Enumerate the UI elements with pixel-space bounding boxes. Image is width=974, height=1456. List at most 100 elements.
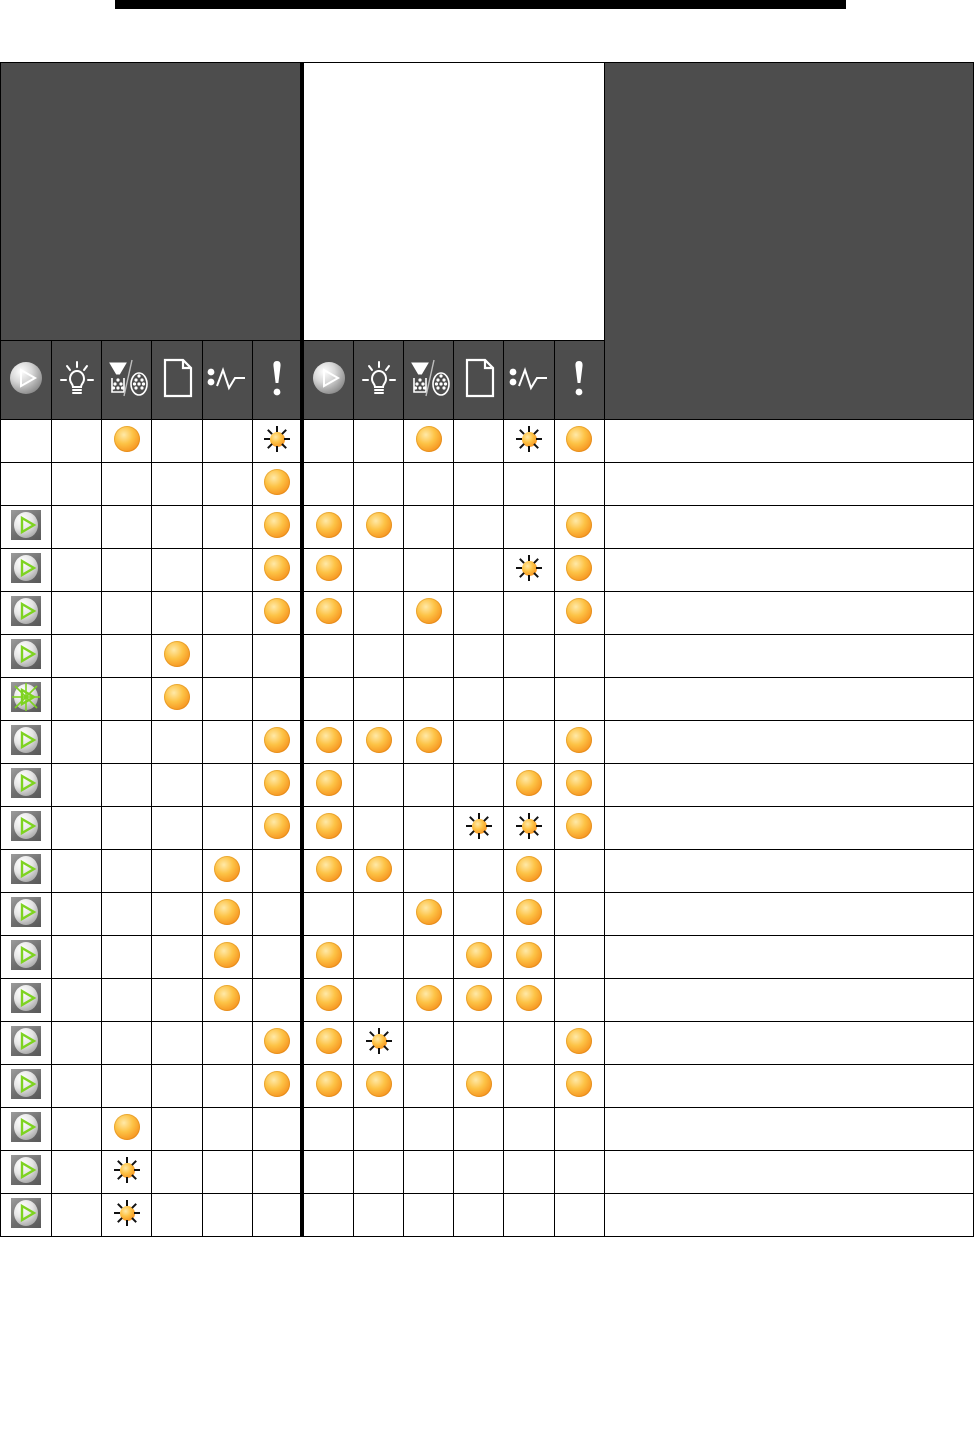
cell-row-19-left-sampling[interactable] xyxy=(101,1193,153,1237)
burst-dot-marker[interactable] xyxy=(466,812,492,839)
cell-row-18-left-sampling[interactable] xyxy=(101,1150,153,1194)
filled-dot-marker[interactable] xyxy=(566,1070,593,1097)
cell-row-3-left-alert[interactable] xyxy=(251,505,305,549)
cell-row-4-notes[interactable] xyxy=(603,548,974,592)
cell-row-15-right-idea[interactable] xyxy=(353,1021,405,1065)
cell-row-14-right-run[interactable] xyxy=(300,978,355,1022)
filled-dot-marker[interactable] xyxy=(214,855,241,882)
filled-dot-marker[interactable] xyxy=(566,554,593,581)
play-button-marker[interactable] xyxy=(11,939,42,970)
cell-row-8-left-alert[interactable] xyxy=(251,720,305,764)
burst-dot-marker[interactable] xyxy=(114,1156,140,1183)
cell-row-16-left-alert[interactable] xyxy=(251,1064,305,1108)
cell-row-8-right-alert[interactable] xyxy=(553,720,605,764)
col-header-right-idea[interactable] xyxy=(353,340,405,420)
cell-row-2-notes[interactable] xyxy=(603,462,974,506)
cell-row-1-notes[interactable] xyxy=(603,419,974,463)
cell-row-14-right-document[interactable] xyxy=(453,978,505,1022)
filled-dot-marker[interactable] xyxy=(315,769,342,796)
cell-row-16-right-run[interactable] xyxy=(300,1064,355,1108)
cell-row-8-right-sampling[interactable] xyxy=(403,720,455,764)
cell-row-3-left-run[interactable] xyxy=(0,505,53,549)
filled-dot-marker[interactable] xyxy=(113,425,140,452)
filled-dot-marker[interactable] xyxy=(365,511,392,538)
cell-row-5-left-run[interactable] xyxy=(0,591,53,635)
cell-row-14-left-run[interactable] xyxy=(0,978,53,1022)
play-button-marker[interactable] xyxy=(11,552,42,583)
cell-row-9-right-alert[interactable] xyxy=(553,763,605,807)
burst-dot-marker[interactable] xyxy=(114,1199,140,1226)
cell-row-16-right-alert[interactable] xyxy=(553,1064,605,1108)
cell-row-5-right-sampling[interactable] xyxy=(403,591,455,635)
filled-dot-marker[interactable] xyxy=(566,812,593,839)
col-header-right-signal[interactable] xyxy=(503,340,555,420)
cell-row-10-right-document[interactable] xyxy=(453,806,505,850)
filled-dot-marker[interactable] xyxy=(566,1027,593,1054)
cell-row-10-notes[interactable] xyxy=(603,806,974,850)
cell-row-8-left-run[interactable] xyxy=(0,720,53,764)
cell-row-12-notes[interactable] xyxy=(603,892,974,936)
filled-dot-marker[interactable] xyxy=(465,1070,492,1097)
cell-row-7-left-run[interactable] xyxy=(0,677,53,721)
burst-dot-marker[interactable] xyxy=(264,425,290,452)
cell-row-16-right-idea[interactable] xyxy=(353,1064,405,1108)
filled-dot-marker[interactable] xyxy=(263,1070,290,1097)
cell-row-5-right-run[interactable] xyxy=(300,591,355,635)
filled-dot-marker[interactable] xyxy=(415,597,442,624)
filled-dot-marker[interactable] xyxy=(315,511,342,538)
cell-row-14-right-sampling[interactable] xyxy=(403,978,455,1022)
cell-row-9-notes[interactable] xyxy=(603,763,974,807)
cell-row-16-notes[interactable] xyxy=(603,1064,974,1108)
cell-row-13-right-document[interactable] xyxy=(453,935,505,979)
cell-row-11-left-run[interactable] xyxy=(0,849,53,893)
cell-row-19-notes[interactable] xyxy=(603,1193,974,1237)
cell-row-15-left-run[interactable] xyxy=(0,1021,53,1065)
play-button-marker[interactable] xyxy=(11,1068,42,1099)
filled-dot-marker[interactable] xyxy=(566,511,593,538)
burst-dot-marker[interactable] xyxy=(516,812,542,839)
cell-row-3-notes[interactable] xyxy=(603,505,974,549)
col-header-left-idea[interactable] xyxy=(51,340,103,420)
cell-row-13-left-signal[interactable] xyxy=(201,935,253,979)
cell-row-12-right-signal[interactable] xyxy=(503,892,555,936)
cell-row-9-left-alert[interactable] xyxy=(251,763,305,807)
filled-dot-marker[interactable] xyxy=(315,597,342,624)
filled-dot-marker[interactable] xyxy=(315,554,342,581)
cell-row-3-right-alert[interactable] xyxy=(553,505,605,549)
cell-row-5-notes[interactable] xyxy=(603,591,974,635)
filled-dot-marker[interactable] xyxy=(465,941,492,968)
cell-row-11-right-run[interactable] xyxy=(300,849,355,893)
play-button-flashing-marker[interactable] xyxy=(11,681,42,712)
play-button-marker[interactable] xyxy=(11,1154,42,1185)
cell-row-17-left-sampling[interactable] xyxy=(101,1107,153,1151)
play-button-marker[interactable] xyxy=(11,595,42,626)
filled-dot-marker[interactable] xyxy=(263,812,290,839)
filled-dot-marker[interactable] xyxy=(263,769,290,796)
cell-row-19-left-run[interactable] xyxy=(0,1193,53,1237)
col-header-left-document[interactable] xyxy=(151,340,203,420)
cell-row-3-right-idea[interactable] xyxy=(353,505,405,549)
cell-row-6-left-run[interactable] xyxy=(0,634,53,678)
filled-dot-marker[interactable] xyxy=(263,554,290,581)
cell-row-18-notes[interactable] xyxy=(603,1150,974,1194)
cell-row-14-left-signal[interactable] xyxy=(201,978,253,1022)
cell-row-11-left-signal[interactable] xyxy=(201,849,253,893)
filled-dot-marker[interactable] xyxy=(163,640,190,667)
cell-row-8-notes[interactable] xyxy=(603,720,974,764)
cell-row-13-left-run[interactable] xyxy=(0,935,53,979)
play-button-marker[interactable] xyxy=(11,1197,42,1228)
cell-row-17-notes[interactable] xyxy=(603,1107,974,1151)
cell-row-17-left-run[interactable] xyxy=(0,1107,53,1151)
col-header-right-alert[interactable] xyxy=(553,340,605,420)
filled-dot-marker[interactable] xyxy=(263,726,290,753)
cell-row-14-right-signal[interactable] xyxy=(503,978,555,1022)
burst-dot-marker[interactable] xyxy=(366,1027,392,1054)
filled-dot-marker[interactable] xyxy=(516,898,543,925)
filled-dot-marker[interactable] xyxy=(263,468,290,495)
cell-row-1-left-sampling[interactable] xyxy=(101,419,153,463)
filled-dot-marker[interactable] xyxy=(263,511,290,538)
cell-row-11-notes[interactable] xyxy=(603,849,974,893)
filled-dot-marker[interactable] xyxy=(415,425,442,452)
cell-row-6-left-document[interactable] xyxy=(151,634,203,678)
cell-row-2-left-alert[interactable] xyxy=(251,462,305,506)
